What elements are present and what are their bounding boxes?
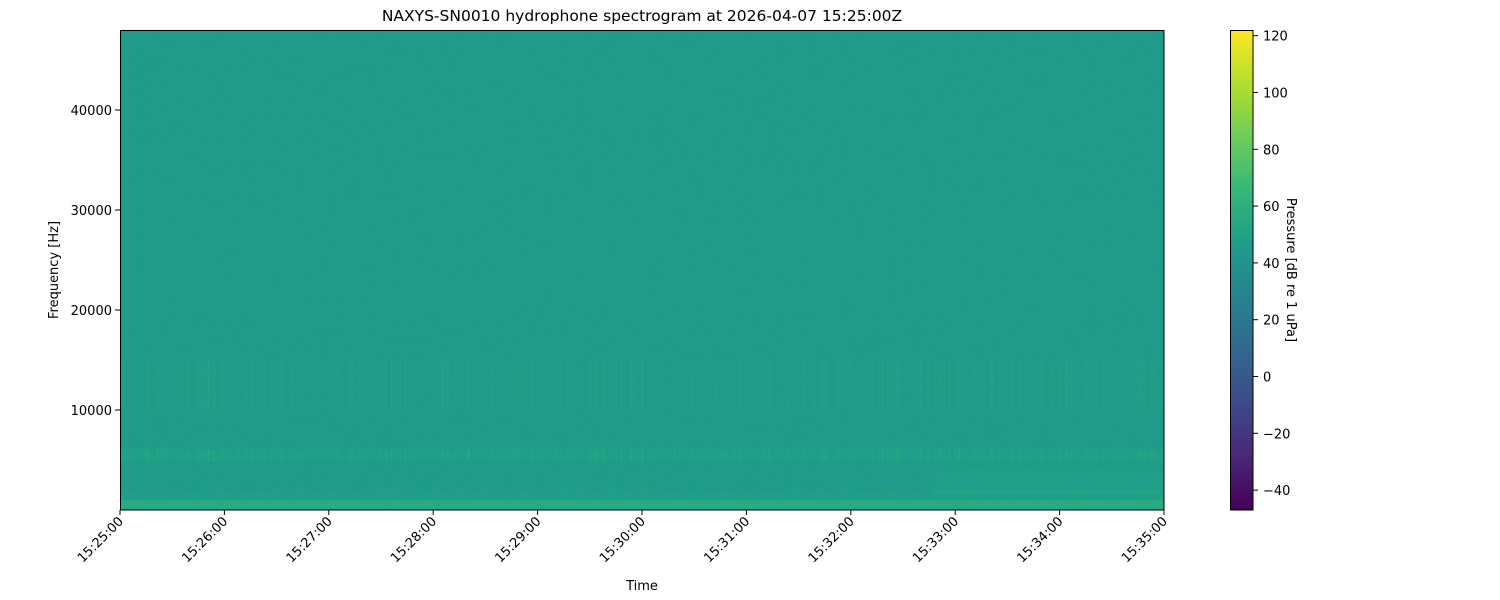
y-tick-label: 20000	[71, 304, 112, 319]
x-tick-label: 15:28:00	[388, 514, 440, 566]
x-axis-label: Time	[625, 579, 658, 594]
x-tick-label: 15:31:00	[701, 514, 753, 566]
y-axis-label: Frequency [Hz]	[47, 221, 62, 319]
x-tick-label: 15:25:00	[75, 514, 127, 566]
y-tick-label: 30000	[71, 204, 112, 219]
colorbar-tick-label: 40	[1263, 257, 1280, 272]
colorbar-tick-label: 80	[1263, 143, 1280, 158]
x-tick-label: 15:26:00	[179, 514, 231, 566]
colorbar-tick-label: −20	[1263, 427, 1290, 442]
plot-frame	[120, 30, 1165, 511]
x-tick-label: 15:29:00	[493, 514, 545, 566]
colorbar-tick-label: 100	[1263, 86, 1288, 101]
y-tick-label: 40000	[71, 104, 112, 119]
spectrogram-heatmap	[120, 30, 1164, 510]
colorbar-tick-label: 0	[1263, 371, 1271, 386]
colorbar-frame	[1230, 30, 1254, 511]
colorbar-tick-label: 60	[1263, 200, 1280, 215]
colorbar-tick-label: 20	[1263, 314, 1280, 329]
chart-title: NAXYS-SN0010 hydrophone spectrogram at 2…	[382, 7, 902, 25]
x-tick-label: 15:34:00	[1015, 514, 1067, 566]
x-tick-label: 15:35:00	[1119, 514, 1171, 566]
x-tick-label: 15:32:00	[806, 514, 858, 566]
colorbar-label: Pressure [dB re 1 uPa]	[1283, 198, 1298, 342]
colorbar-tick-label: 120	[1263, 30, 1288, 45]
x-tick-label: 15:30:00	[597, 514, 649, 566]
x-tick-label: 15:33:00	[910, 514, 962, 566]
x-tick-label: 15:27:00	[284, 514, 336, 566]
y-tick-label: 10000	[71, 404, 112, 419]
colorbar-tick-label: −40	[1263, 484, 1290, 499]
colorbar-gradient	[1230, 30, 1253, 510]
